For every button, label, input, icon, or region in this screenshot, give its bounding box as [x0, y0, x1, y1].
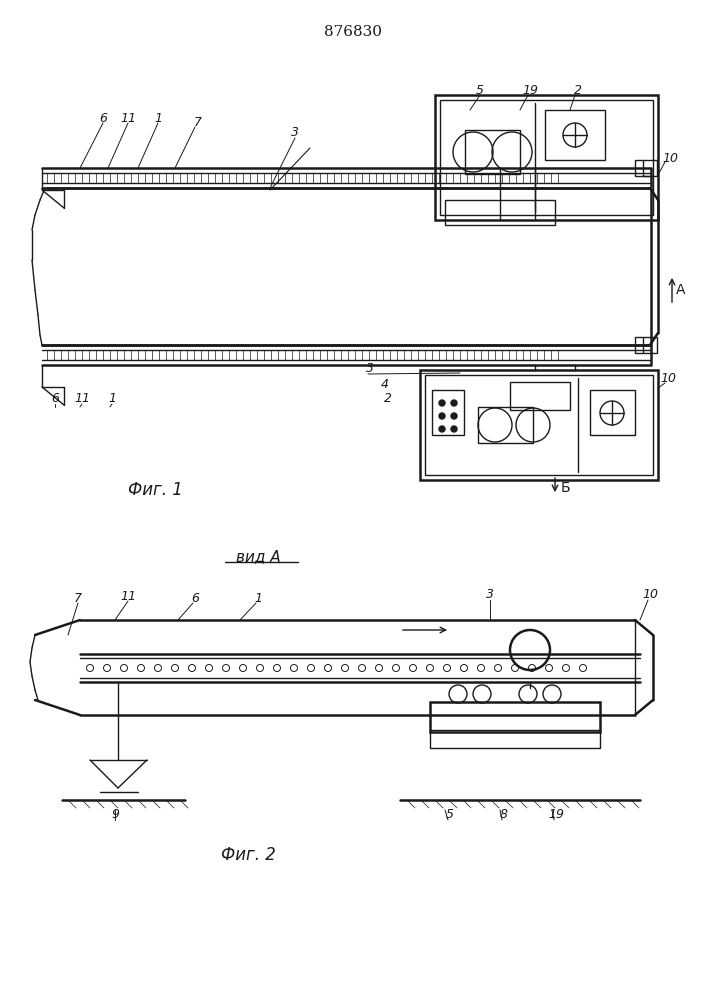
Text: 876830: 876830: [324, 25, 382, 39]
Bar: [590, 390, 635, 435]
Text: 6: 6: [99, 111, 107, 124]
Text: Фиг. 2: Фиг. 2: [221, 846, 276, 864]
Text: Б: Б: [560, 481, 570, 495]
Circle shape: [451, 413, 457, 419]
Bar: [445, 200, 555, 225]
Text: 2: 2: [574, 84, 582, 97]
Bar: [635, 160, 657, 176]
Bar: [635, 337, 657, 353]
Bar: [430, 730, 600, 748]
Circle shape: [439, 400, 445, 406]
Text: 11: 11: [74, 391, 90, 404]
Text: 19: 19: [522, 84, 538, 97]
Bar: [420, 370, 658, 480]
Text: 7: 7: [194, 115, 202, 128]
Text: 1: 1: [108, 391, 116, 404]
Text: 10: 10: [660, 371, 676, 384]
Text: 10: 10: [642, 588, 658, 601]
Text: 6: 6: [51, 391, 59, 404]
Text: 10: 10: [662, 151, 678, 164]
Text: 11: 11: [120, 111, 136, 124]
Bar: [465, 130, 520, 174]
Text: 3: 3: [291, 126, 299, 139]
Text: 19: 19: [548, 808, 564, 822]
Circle shape: [439, 426, 445, 432]
Bar: [545, 110, 605, 160]
Bar: [432, 390, 464, 435]
Text: 7: 7: [74, 591, 82, 604]
Text: 6: 6: [191, 591, 199, 604]
Circle shape: [439, 413, 445, 419]
Bar: [510, 382, 570, 410]
Text: 8: 8: [500, 808, 508, 822]
Text: 11: 11: [120, 589, 136, 602]
Bar: [435, 95, 658, 220]
Circle shape: [451, 400, 457, 406]
Text: 5: 5: [446, 808, 454, 822]
Circle shape: [451, 426, 457, 432]
Bar: [430, 702, 600, 732]
Text: вид A: вид A: [235, 550, 280, 564]
Text: 5: 5: [476, 84, 484, 97]
Bar: [440, 100, 653, 215]
Text: A: A: [677, 283, 686, 297]
Text: 3: 3: [486, 588, 494, 601]
Bar: [425, 375, 653, 475]
Bar: [478, 407, 533, 443]
Text: 4: 4: [381, 378, 389, 391]
Text: 2: 2: [384, 391, 392, 404]
Text: 9: 9: [111, 808, 119, 822]
Text: 3: 3: [366, 361, 374, 374]
Text: 1: 1: [154, 111, 162, 124]
Text: Фиг. 1: Фиг. 1: [127, 481, 182, 499]
Text: 1: 1: [254, 591, 262, 604]
